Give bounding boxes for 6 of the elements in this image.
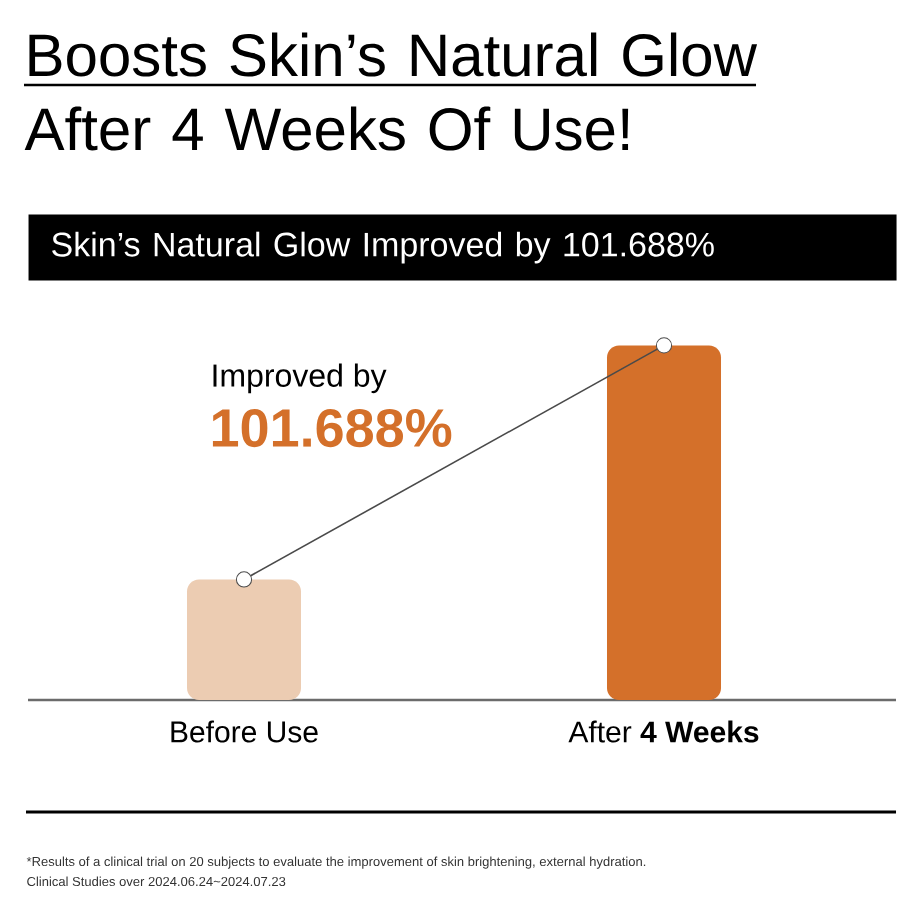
chart-subtitle: Skin’s Natural Glow Improved by 101.688% — [52, 231, 714, 264]
annotation: Improved by — [213, 363, 387, 394]
chart-title: Boosts Skin’s Natural Glow After 4 Weeks Of Use! — [24, 32, 758, 151]
x-tick-label: Before Use — [171, 720, 318, 743]
annotation: 101.688% — [212, 408, 452, 448]
x-tick-label: After 4 Weeks — [568, 720, 759, 743]
